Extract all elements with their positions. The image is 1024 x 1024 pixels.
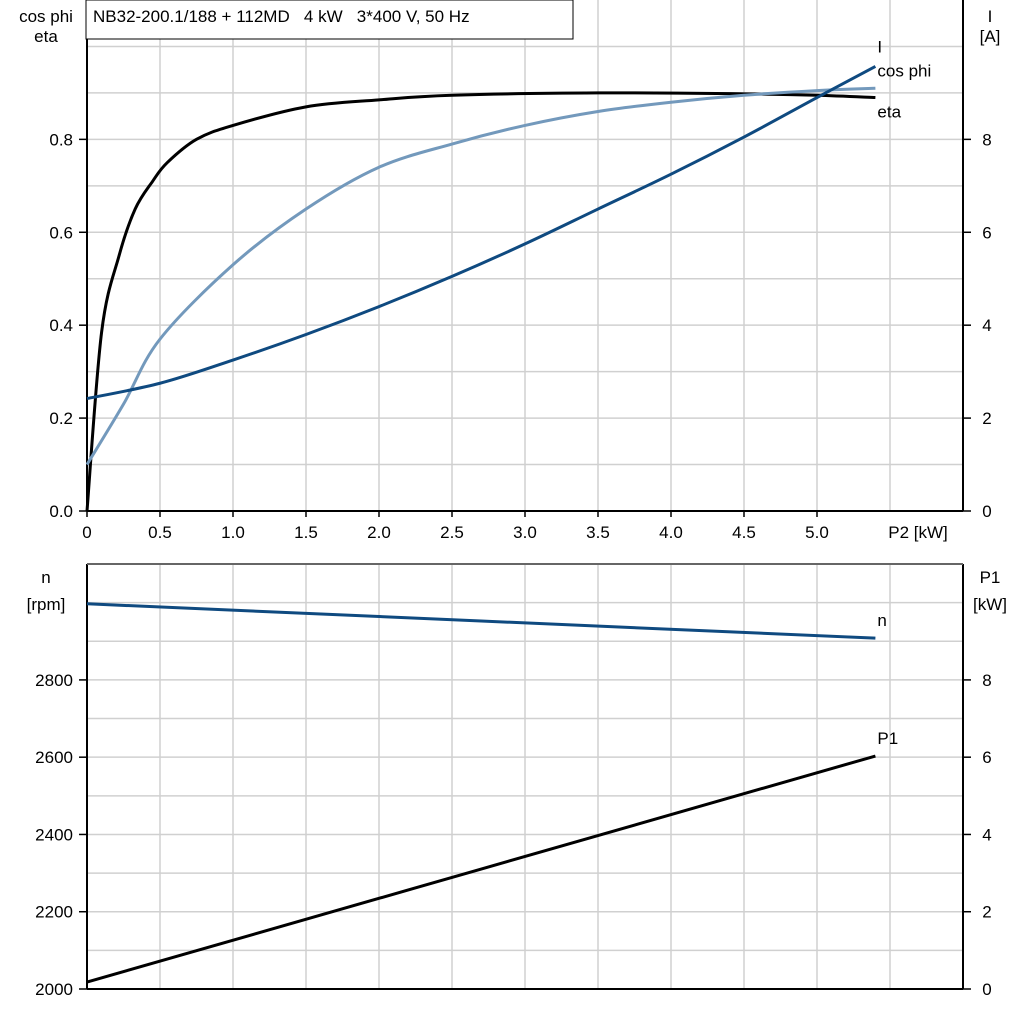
y-axis-label-right: I	[988, 7, 993, 26]
y-tick-label-left: 0.6	[49, 223, 73, 242]
series-label-n: n	[877, 611, 886, 630]
top-grid	[87, 0, 963, 511]
y-tick-label-right: 4	[982, 316, 991, 335]
x-tick-label: 1.5	[294, 523, 318, 542]
y-tick-label-right: 6	[982, 223, 991, 242]
x-axis-label: P2 [kW]	[888, 523, 948, 542]
y-tick-label-left: 2000	[35, 980, 73, 999]
series-label-eta: eta	[877, 103, 901, 122]
x-tick-label: 2.0	[367, 523, 391, 542]
y-tick-label-left: 0.4	[49, 316, 73, 335]
y-tick-label-left: 2600	[35, 748, 73, 767]
y-tick-label-right: 4	[982, 825, 991, 844]
x-tick-label: 4.0	[659, 523, 683, 542]
series-label-P1: P1	[877, 729, 898, 748]
y-axis-label-right: P1	[980, 568, 1001, 587]
x-tick-label: 2.5	[440, 523, 464, 542]
y-axis-label-right: [kW]	[973, 595, 1007, 614]
y-axis-label-left: [rpm]	[27, 595, 66, 614]
bottom-grid	[87, 564, 963, 989]
y-tick-label-left: 0.8	[49, 130, 73, 149]
y-tick-label-left: 2200	[35, 903, 73, 922]
chart-title: NB32-200.1/188 + 112MD 4 kW 3*400 V, 50 …	[93, 7, 470, 26]
series	[85, 65, 877, 984]
y-tick-label-left: 2400	[35, 825, 73, 844]
series-line-cos-phi	[85, 86, 876, 466]
y-tick-label-right: 6	[982, 748, 991, 767]
y-tick-label-left: 0.2	[49, 409, 73, 428]
y-axis-label-left: eta	[34, 27, 58, 46]
series-line-I	[86, 65, 877, 401]
y-tick-label-right: 2	[982, 409, 991, 428]
y-tick-label-right: 0	[982, 980, 991, 999]
x-tick-label: 0.5	[148, 523, 172, 542]
x-tick-label: 3.5	[586, 523, 610, 542]
y-axis-label-right: [A]	[980, 27, 1001, 46]
title-box	[85, 0, 574, 40]
x-tick-label: 0	[82, 523, 91, 542]
series-line-n	[86, 602, 876, 640]
series-label-cos-phi: cos phi	[877, 61, 931, 80]
y-tick-label-right: 8	[982, 130, 991, 149]
x-tick-label: 3.0	[513, 523, 537, 542]
series-label-I: I	[877, 37, 882, 56]
y-tick-label-right: 8	[982, 671, 991, 690]
labels: 0.0 0.2 0.4 0.6 0.8 0 2 4 6 8 0 0.5 1.0 1.5 2.0 2.5 3.0 3…	[19, 7, 1007, 999]
y-tick-label-left: 2800	[35, 671, 73, 690]
y-axis-label-left: cos phi	[19, 7, 73, 26]
y-axis-label-left: n	[41, 568, 50, 587]
x-tick-label: 1.0	[221, 523, 245, 542]
x-tick-label: 4.5	[732, 523, 756, 542]
x-tick-label: 5.0	[805, 523, 829, 542]
y-tick-label-right: 2	[982, 903, 991, 922]
series-line-P1	[86, 754, 876, 984]
y-tick-label-left: 0.0	[49, 502, 73, 521]
axes	[79, 0, 971, 990]
y-tick-label-right: 0	[982, 502, 991, 521]
series-line-eta	[85, 91, 876, 512]
